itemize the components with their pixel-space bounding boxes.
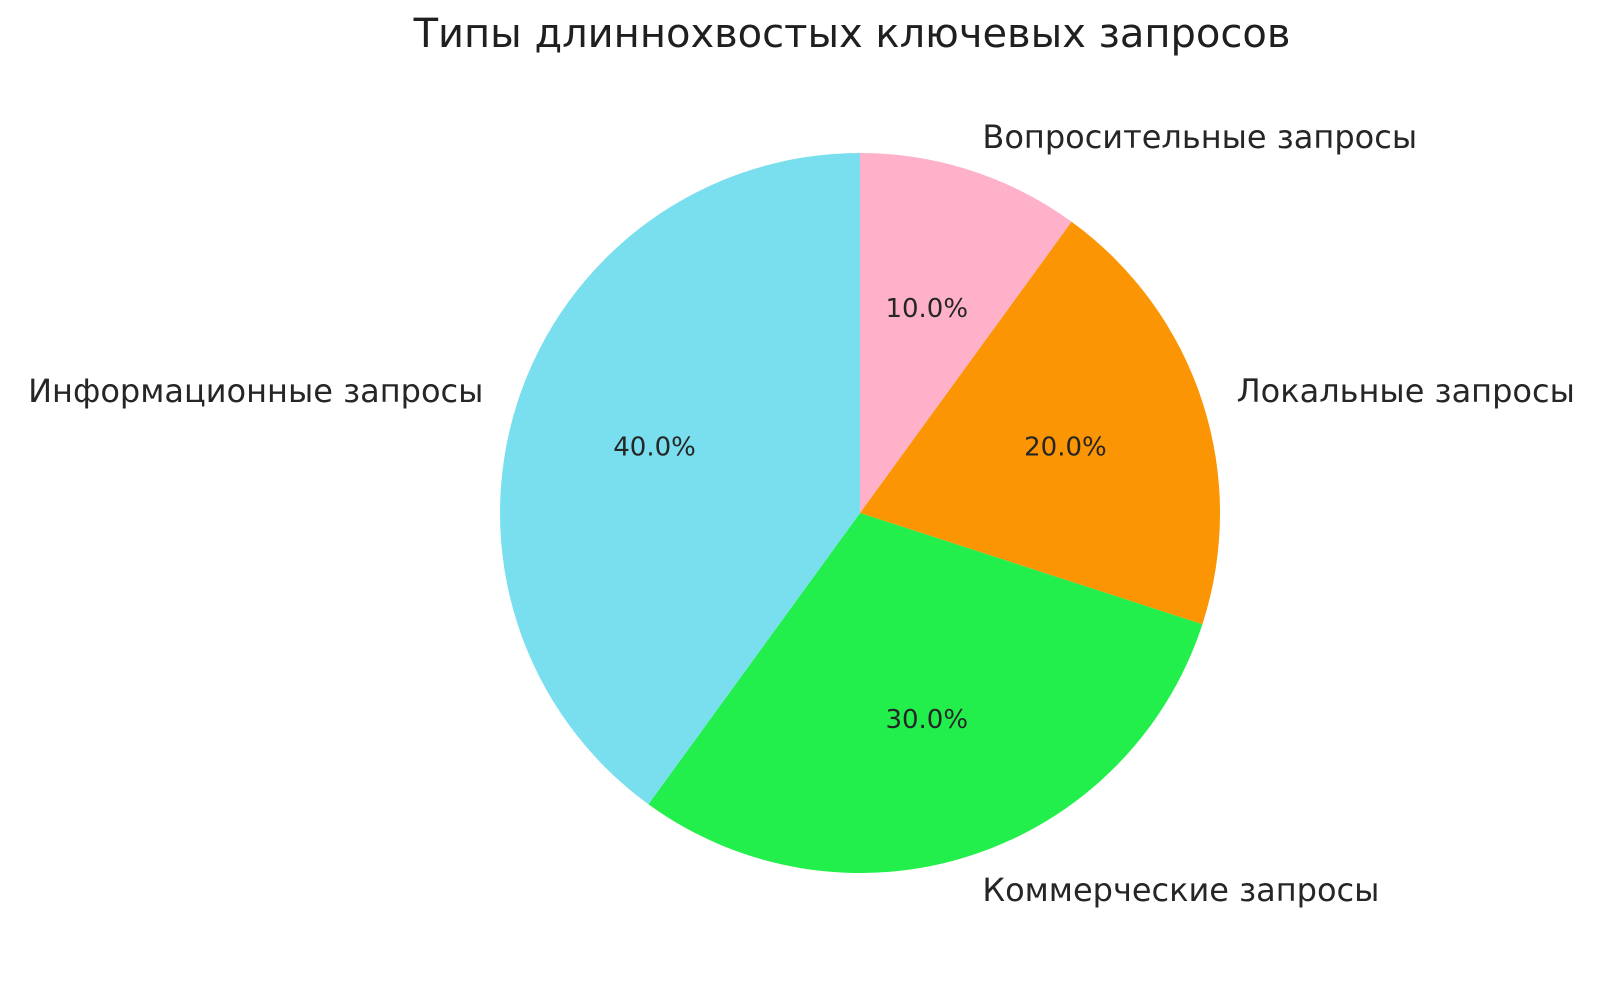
pie-category-label: Коммерческие запросы <box>982 871 1379 909</box>
pie-category-label: Вопросительные запросы <box>982 118 1417 156</box>
pie-slice-0 <box>860 153 1072 513</box>
pie-slice-2 <box>648 513 1203 874</box>
pie-pct-label: 40.0% <box>613 433 696 463</box>
pie-slice-1 <box>860 221 1221 625</box>
chart-title: Типы длиннохвостых ключевых запросов <box>413 11 1291 57</box>
pie-category-label: Информационные запросы <box>28 372 483 410</box>
pie-category-label: Локальные запросы <box>1237 372 1575 410</box>
pie-pct-label: 10.0% <box>885 294 968 324</box>
pie-slice-3 <box>499 153 860 805</box>
pie-pct-label: 20.0% <box>1024 433 1107 463</box>
pie-pct-label: 30.0% <box>885 705 968 735</box>
